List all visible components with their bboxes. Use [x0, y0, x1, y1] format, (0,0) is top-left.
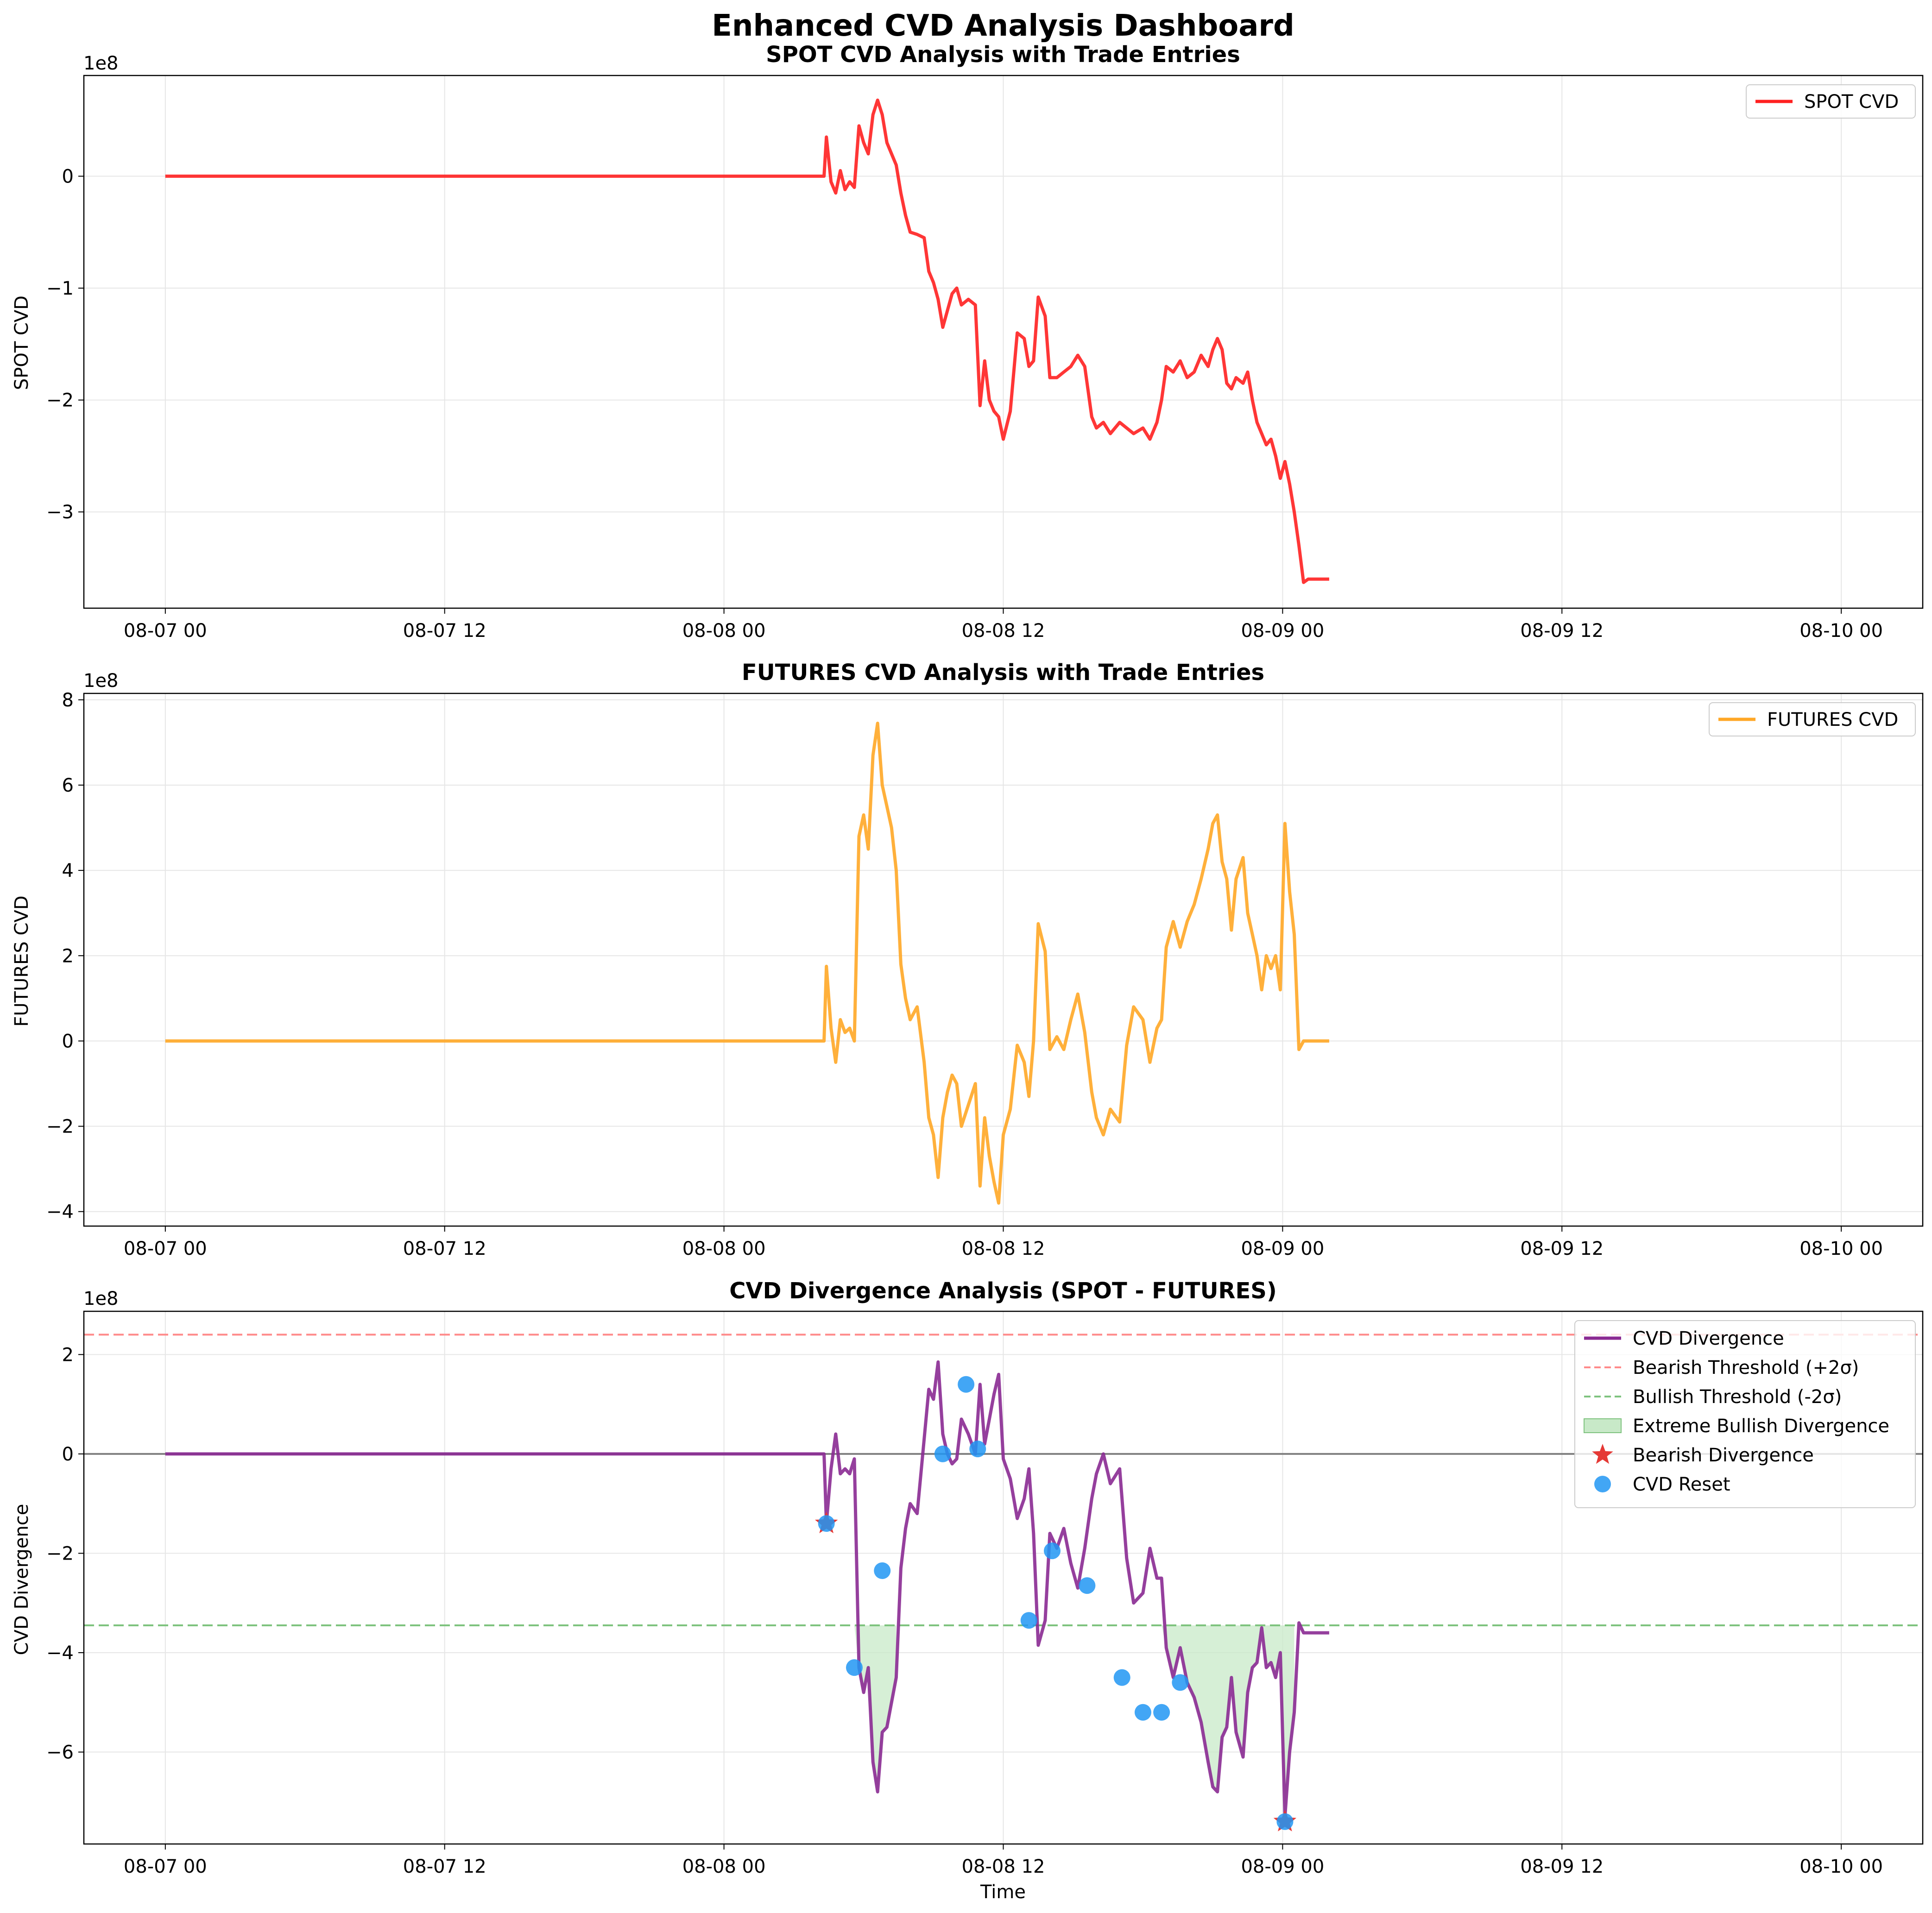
divergence-legend: CVD Divergence Bearish Threshold (+2σ) Bul… — [1574, 1320, 1916, 1508]
divergence-y-axis-label: CVD Divergence — [11, 1504, 32, 1655]
legend-label: CVD Reset — [1633, 1474, 1730, 1495]
futures-offset-text: 1e8 — [83, 670, 119, 692]
spot-panel-title: SPOT CVD Analysis with Trade Entries — [766, 42, 1240, 68]
futures-y-tick-label: 0 — [62, 1031, 74, 1052]
futures-x-tick-label: 08-09 12 — [1520, 1238, 1604, 1259]
legend-label: Bearish Threshold (+2σ) — [1633, 1357, 1859, 1378]
divergence-x-tick-label: 08-09 00 — [1241, 1856, 1324, 1877]
futures-axes-frame — [83, 692, 1924, 1227]
spot-plot-area: 08-07 00 08-07 12 08-08 00 08-08 12 08-09 00… — [46, 75, 1924, 642]
divergence-legend-box — [1574, 1320, 1916, 1508]
spot-x-tick-label: 08-07 00 — [124, 620, 207, 642]
cvd-reset-marker — [1276, 1813, 1294, 1830]
futures-legend-box — [1709, 702, 1916, 736]
divergence-x-tick-label: 08-09 12 — [1520, 1856, 1604, 1877]
legend-label: Extreme Bullish Divergence — [1633, 1416, 1889, 1437]
futures-x-tick-label: 08-08 12 — [962, 1238, 1045, 1259]
legend-label: Bearish Divergence — [1633, 1445, 1814, 1466]
cvd-reset-marker — [846, 1659, 863, 1676]
cvd-reset-marker — [1044, 1542, 1061, 1560]
spot-legend: SPOT CVD — [1746, 84, 1916, 119]
divergence-x-tick-label: 08-07 12 — [403, 1856, 486, 1877]
divergence-x-tick-label: 08-07 00 — [124, 1856, 207, 1877]
legend-swatch-bearish-divergence — [1592, 1444, 1613, 1464]
divergence-series-line — [165, 1360, 1329, 1819]
futures-y-tick-label: −2 — [46, 1116, 74, 1138]
cvd-reset-marker — [1153, 1704, 1170, 1721]
cvd-reset-marker — [1020, 1612, 1037, 1629]
futures-plot-content — [165, 722, 1329, 1205]
spot-axes-frame — [83, 75, 1924, 609]
legend-label: CVD Divergence — [1633, 1328, 1784, 1349]
legend-swatch-extreme-bullish — [1584, 1418, 1622, 1433]
futures-y-tick-label: 2 — [62, 945, 74, 967]
spot-cvd-panel: SPOT CVD Analysis with Trade Entries 1e8… — [11, 42, 1924, 642]
divergence-y-tick-label: 0 — [62, 1444, 74, 1465]
spot-y-tick-label: −3 — [46, 502, 74, 523]
spot-x-tick-label: 08-09 12 — [1520, 620, 1604, 642]
legend-swatch-cvd-reset — [1594, 1476, 1611, 1492]
futures-x-tick-label: 08-08 00 — [682, 1238, 766, 1259]
divergence-axes-frame — [83, 1310, 1924, 1845]
futures-y-tick-label: −4 — [46, 1202, 74, 1223]
spot-x-tick-label: 08-10 00 — [1799, 620, 1883, 642]
divergence-y-tick-label: −4 — [46, 1642, 74, 1664]
futures-x-tick-label: 08-07 00 — [124, 1238, 207, 1259]
spot-y-tick-label: 0 — [62, 166, 74, 187]
spot-offset-text: 1e8 — [83, 53, 119, 74]
divergence-panel: CVD Divergence Analysis (SPOT - FUTURES)… — [11, 1278, 1924, 1903]
futures-x-tick-label: 08-07 12 — [403, 1238, 486, 1259]
spot-x-tick-label: 08-07 12 — [403, 620, 486, 642]
futures-legend: FUTURES CVD — [1709, 702, 1916, 736]
futures-cvd-panel: FUTURES CVD Analysis with Trade Entries … — [11, 660, 1924, 1259]
futures-panel-title: FUTURES CVD Analysis with Trade Entries — [742, 660, 1264, 686]
divergence-plot-content — [84, 1334, 1923, 1831]
futures-x-tick-label: 08-10 00 — [1799, 1238, 1883, 1259]
spot-legend-label: SPOT CVD — [1804, 91, 1899, 113]
futures-y-axis-label: FUTURES CVD — [11, 895, 32, 1026]
divergence-x-tick-label: 08-08 12 — [962, 1856, 1045, 1877]
spot-y-axis-label: SPOT CVD — [11, 296, 32, 390]
extreme-bullish-region — [1157, 1625, 1294, 1817]
cvd-reset-marker — [1113, 1669, 1130, 1686]
divergence-y-tick-label: 2 — [62, 1344, 74, 1366]
spot-x-tick-label: 08-08 00 — [682, 620, 766, 642]
futures-y-tick-label: 8 — [62, 690, 74, 711]
divergence-y-tick-label: −6 — [46, 1742, 74, 1763]
futures-x-tick-label: 08-09 00 — [1241, 1238, 1324, 1259]
legend-label: Bullish Threshold (-2σ) — [1633, 1386, 1842, 1408]
divergence-x-tick-label: 08-10 00 — [1799, 1856, 1883, 1877]
cvd-reset-marker — [1079, 1577, 1096, 1594]
divergence-x-tick-label: 08-08 00 — [682, 1856, 766, 1877]
extreme-bullish-region — [854, 1625, 897, 1792]
divergence-offset-text: 1e8 — [83, 1288, 119, 1309]
spot-x-tick-label: 08-08 12 — [962, 620, 1045, 642]
cvd-reset-marker — [934, 1445, 951, 1462]
divergence-panel-title: CVD Divergence Analysis (SPOT - FUTURES) — [729, 1278, 1277, 1304]
cvd-reset-marker — [874, 1562, 891, 1579]
futures-y-tick-label: 6 — [62, 775, 74, 796]
divergence-plot-area: 08-07 00 08-07 12 08-08 00 08-08 12 08-09 00… — [46, 1310, 1924, 1877]
spot-legend-box — [1746, 84, 1916, 119]
cvd-reset-marker — [958, 1376, 975, 1393]
spot-x-tick-label: 08-09 00 — [1241, 620, 1324, 642]
divergence-y-tick-label: −2 — [46, 1543, 74, 1564]
cvd-reset-marker — [969, 1441, 986, 1458]
spot-plot-content — [165, 98, 1329, 584]
futures-legend-label: FUTURES CVD — [1767, 709, 1898, 730]
cvd-reset-marker — [1172, 1674, 1189, 1691]
spot-series-line — [165, 98, 1329, 584]
spot-y-tick-label: −2 — [46, 390, 74, 411]
cvd-reset-marker — [818, 1515, 835, 1532]
futures-y-tick-label: 4 — [62, 860, 74, 881]
futures-series-line — [165, 722, 1329, 1205]
dashboard-title: Enhanced CVD Analysis Dashboard — [712, 9, 1294, 43]
futures-plot-area: 08-07 00 08-07 12 08-08 00 08-08 12 08-09 00… — [46, 690, 1924, 1259]
spot-y-tick-label: −1 — [46, 278, 74, 299]
cvd-reset-marker — [1134, 1704, 1151, 1721]
x-axis-label: Time — [980, 1882, 1026, 1903]
